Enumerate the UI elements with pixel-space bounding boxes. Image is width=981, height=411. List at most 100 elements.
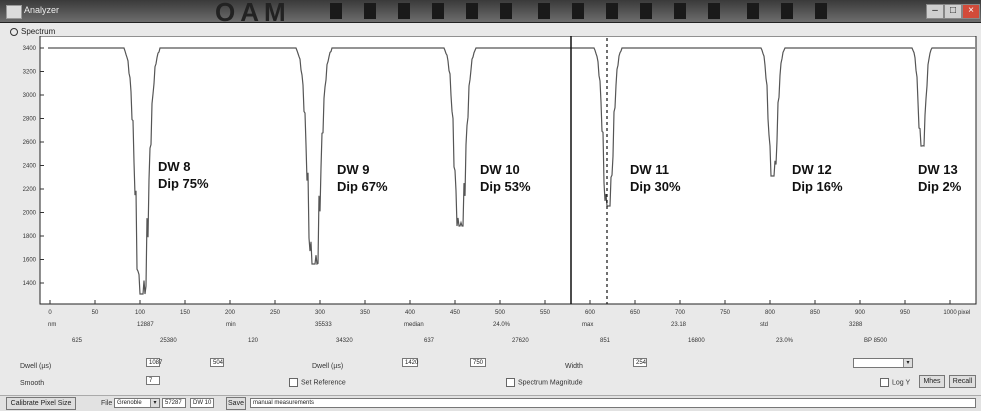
dwell-field-1[interactable]: 1087 bbox=[146, 358, 162, 367]
dip-label: DW 9 Dip 67% bbox=[337, 161, 388, 195]
plot-area bbox=[39, 36, 977, 305]
dwell-label-2: Dwell (µs) bbox=[312, 363, 344, 370]
mhes-button[interactable]: Mhes bbox=[919, 375, 945, 388]
window-heading: OAM bbox=[215, 0, 291, 27]
plot-legend: Spectrum bbox=[10, 27, 55, 36]
dwell-label: Dwell (µs) bbox=[20, 363, 52, 370]
smooth-label: Smooth bbox=[20, 380, 45, 387]
file-select[interactable]: Grenoble ▾ bbox=[114, 398, 160, 408]
x-unit-label: pixel bbox=[958, 310, 970, 316]
x-tick-label: 100 bbox=[135, 310, 146, 316]
y-tick-label: 3400 bbox=[23, 46, 37, 52]
stats-row2-value: 34320 bbox=[336, 338, 353, 344]
chevron-down-icon: ▾ bbox=[150, 399, 159, 407]
dip-name: DW 12 bbox=[792, 162, 832, 177]
dip-name: DW 9 bbox=[337, 162, 370, 177]
chevron-down-icon: ▾ bbox=[903, 359, 912, 367]
stats-row2-value: 637 bbox=[424, 338, 435, 344]
dip-name: DW 10 bbox=[480, 162, 520, 177]
x-tick-label: 900 bbox=[855, 310, 866, 316]
x-tick-label: 200 bbox=[225, 310, 236, 316]
stats-row2-value: 27620 bbox=[512, 338, 529, 344]
width-label: Width bbox=[565, 363, 583, 370]
x-tick-label: 350 bbox=[360, 310, 371, 316]
dip-label: DW 11 Dip 30% bbox=[630, 161, 681, 195]
y-tick-label: 1800 bbox=[23, 234, 37, 240]
dip-label: DW 12 Dip 16% bbox=[792, 161, 843, 195]
x-tick-label: 650 bbox=[630, 310, 641, 316]
stats-row2-value: 120 bbox=[248, 338, 259, 344]
stats-row2-value: 625 bbox=[72, 338, 83, 344]
x-tick-label: 550 bbox=[540, 310, 551, 316]
stats-row1-value: 3288 bbox=[849, 322, 863, 328]
dip-percent: Dip 16% bbox=[792, 179, 843, 194]
dip-label: DW 10 Dip 53% bbox=[480, 161, 531, 195]
y-tick-label: 2000 bbox=[23, 211, 37, 217]
y-tick-label: 2800 bbox=[23, 117, 37, 123]
x-tick-label: 300 bbox=[315, 310, 326, 316]
stats-row2-value: 23.0% bbox=[776, 338, 794, 344]
dip-name: DW 8 bbox=[158, 159, 191, 174]
close-button[interactable]: × bbox=[962, 4, 980, 19]
stats-row1-value: 23.18 bbox=[671, 322, 687, 328]
stats-row2-value: BP 8500 bbox=[864, 338, 888, 344]
x-tick-label: 600 bbox=[585, 310, 596, 316]
bottom-toolbar: Calibrate Pixel Size File Grenoble ▾ 572… bbox=[0, 395, 981, 411]
minimize-button[interactable]: – bbox=[926, 4, 944, 19]
stats-row2-value: 851 bbox=[600, 338, 611, 344]
dip-percent: Dip 67% bbox=[337, 179, 388, 194]
stats-row1-value: 24.0% bbox=[493, 322, 511, 328]
value-field-1[interactable]: 57287 bbox=[162, 398, 186, 408]
notes-input[interactable]: manual measurements bbox=[250, 398, 976, 408]
x-tick-label: 50 bbox=[92, 310, 99, 316]
stats-row1-value: 35533 bbox=[315, 322, 332, 328]
spectrum-plot[interactable]: 3400320030002800260024002200200018001600… bbox=[0, 36, 981, 350]
x-tick-label: 850 bbox=[810, 310, 821, 316]
recall-button[interactable]: Recall bbox=[949, 375, 976, 388]
mode-dropdown[interactable]: ▾ bbox=[853, 358, 913, 368]
smooth-field[interactable]: 7 bbox=[146, 376, 160, 385]
y-tick-label: 2400 bbox=[23, 164, 37, 170]
y-tick-label: 3000 bbox=[23, 93, 37, 99]
checkbox-icon bbox=[880, 378, 889, 387]
calibrate-pixel-size-button[interactable]: Calibrate Pixel Size bbox=[6, 397, 76, 410]
x-tick-label: 0 bbox=[48, 310, 52, 316]
x-tick-label: 250 bbox=[270, 310, 281, 316]
x-tick-label: 400 bbox=[405, 310, 416, 316]
spectrum-radio-icon[interactable] bbox=[10, 27, 18, 36]
dip-label: DW 13 Dip 2% bbox=[918, 161, 961, 195]
x-tick-label: 700 bbox=[675, 310, 686, 316]
save-button[interactable]: Save bbox=[226, 397, 246, 410]
checkbox-icon bbox=[289, 378, 298, 387]
x-tick-label: 150 bbox=[180, 310, 191, 316]
file-select-value: Grenoble bbox=[117, 400, 142, 406]
dip-label: DW 8 Dip 75% bbox=[158, 158, 209, 192]
window-titlebar: Analyzer OAM – □ × bbox=[0, 0, 981, 27]
width-field[interactable]: 254 bbox=[633, 358, 647, 367]
log-y-checkbox[interactable]: Log Y bbox=[880, 378, 910, 387]
dip-name: DW 11 bbox=[630, 162, 670, 177]
dip-percent: Dip 30% bbox=[630, 179, 681, 194]
stats-row2-value: 25380 bbox=[160, 338, 177, 344]
y-tick-label: 3200 bbox=[23, 70, 37, 76]
dip-name: DW 13 bbox=[918, 162, 958, 177]
x-tick-label: 500 bbox=[495, 310, 506, 316]
maximize-button[interactable]: □ bbox=[944, 4, 962, 19]
x-axis: 0 50 100 150 200 250 300 350 400 450 500 550 600 650 7… bbox=[48, 300, 970, 316]
stats-row1-value: max bbox=[582, 322, 593, 328]
stats-rows: nm 12887 min 35533 median 24.0% max 23.18 std 328… bbox=[48, 322, 888, 344]
spectrum-trace bbox=[48, 47, 975, 295]
app-icon bbox=[6, 5, 22, 19]
set-reference-checkbox[interactable]: Set Reference bbox=[289, 378, 346, 387]
value-field-2[interactable]: DW 10 bbox=[190, 398, 214, 408]
toolbar-graphic bbox=[330, 3, 849, 24]
dwell-field-2[interactable]: 504 bbox=[210, 358, 224, 367]
y-tick-label: 2600 bbox=[23, 140, 37, 146]
x-tick-label: 1000 bbox=[943, 310, 957, 316]
spectrum-magnitude-checkbox[interactable]: Spectrum Magnitude bbox=[506, 378, 583, 387]
stats-row1-value: std bbox=[760, 322, 768, 328]
stats-row1-value: nm bbox=[48, 322, 56, 328]
dwell-field-3[interactable]: 1420 bbox=[402, 358, 418, 367]
dwell-field-4[interactable]: 750 bbox=[470, 358, 486, 367]
stats-row1-value: 12887 bbox=[137, 322, 154, 328]
